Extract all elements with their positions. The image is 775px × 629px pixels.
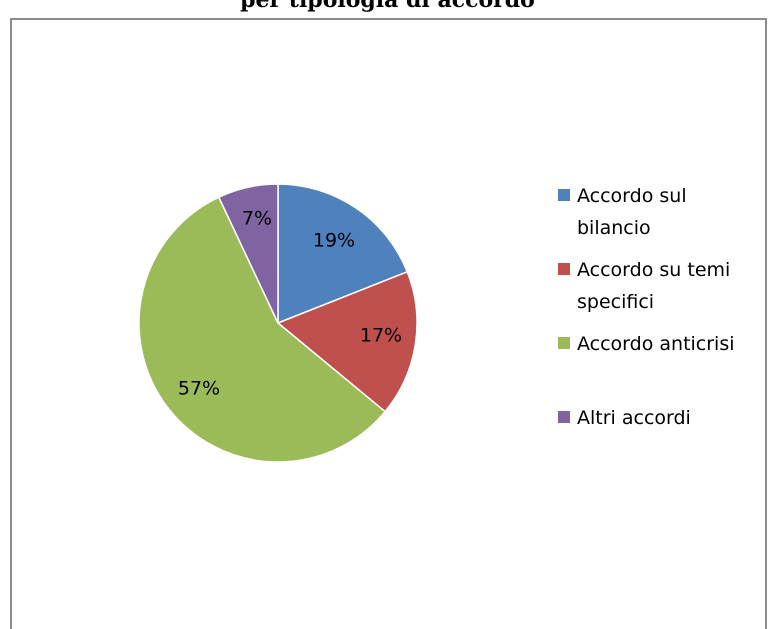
pie-slice-1 xyxy=(277,183,409,325)
legend-label-1-line-1: Accordo sul xyxy=(577,185,687,207)
data-label-1: 19% xyxy=(313,230,355,252)
legend-swatch-4 xyxy=(558,411,570,423)
legend-label-2-line-2: specifici xyxy=(577,291,654,313)
legend-label-1-line-2: bilancio xyxy=(577,217,651,239)
legend-swatch-1 xyxy=(558,189,570,201)
legend-label-2-line-1: Accordo su temi xyxy=(577,259,730,281)
legend-swatch-2 xyxy=(558,263,570,275)
chart-header-band: per tipologia di accordo xyxy=(0,0,775,18)
legend-item-3: Accordo anticrisi xyxy=(558,333,735,355)
legend-item-2: Accordo su temi specifici xyxy=(558,259,730,313)
data-label-3: 57% xyxy=(178,378,220,400)
legend-item-4: Altri accordi xyxy=(558,407,691,429)
pie-slice-2 xyxy=(276,270,418,413)
pie-slice-4 xyxy=(217,183,279,324)
data-label-2: 17% xyxy=(360,325,402,347)
legend-item-1: Accordo sul bilancio xyxy=(558,185,687,239)
chart-header-text: per tipologia di accordo xyxy=(240,0,535,13)
legend-swatch-3 xyxy=(558,337,570,349)
pie-slice-3 xyxy=(138,196,387,463)
legend-label-4-line-1: Altri accordi xyxy=(577,407,691,429)
data-label-4: 7% xyxy=(242,208,272,230)
legend-label-3-line-1: Accordo anticrisi xyxy=(577,333,735,355)
